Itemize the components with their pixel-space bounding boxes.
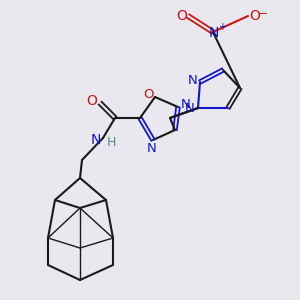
Text: −: − xyxy=(259,9,269,19)
Text: O: O xyxy=(177,9,188,23)
Text: N: N xyxy=(181,98,191,110)
Text: O: O xyxy=(144,88,154,100)
Text: O: O xyxy=(87,94,98,108)
Text: N: N xyxy=(185,103,195,116)
Text: N: N xyxy=(209,26,219,40)
Text: N: N xyxy=(91,133,101,147)
Text: N: N xyxy=(147,142,157,154)
Text: O: O xyxy=(250,9,260,23)
Text: H: H xyxy=(106,136,116,148)
Text: +: + xyxy=(218,22,226,32)
Text: N: N xyxy=(188,74,198,88)
